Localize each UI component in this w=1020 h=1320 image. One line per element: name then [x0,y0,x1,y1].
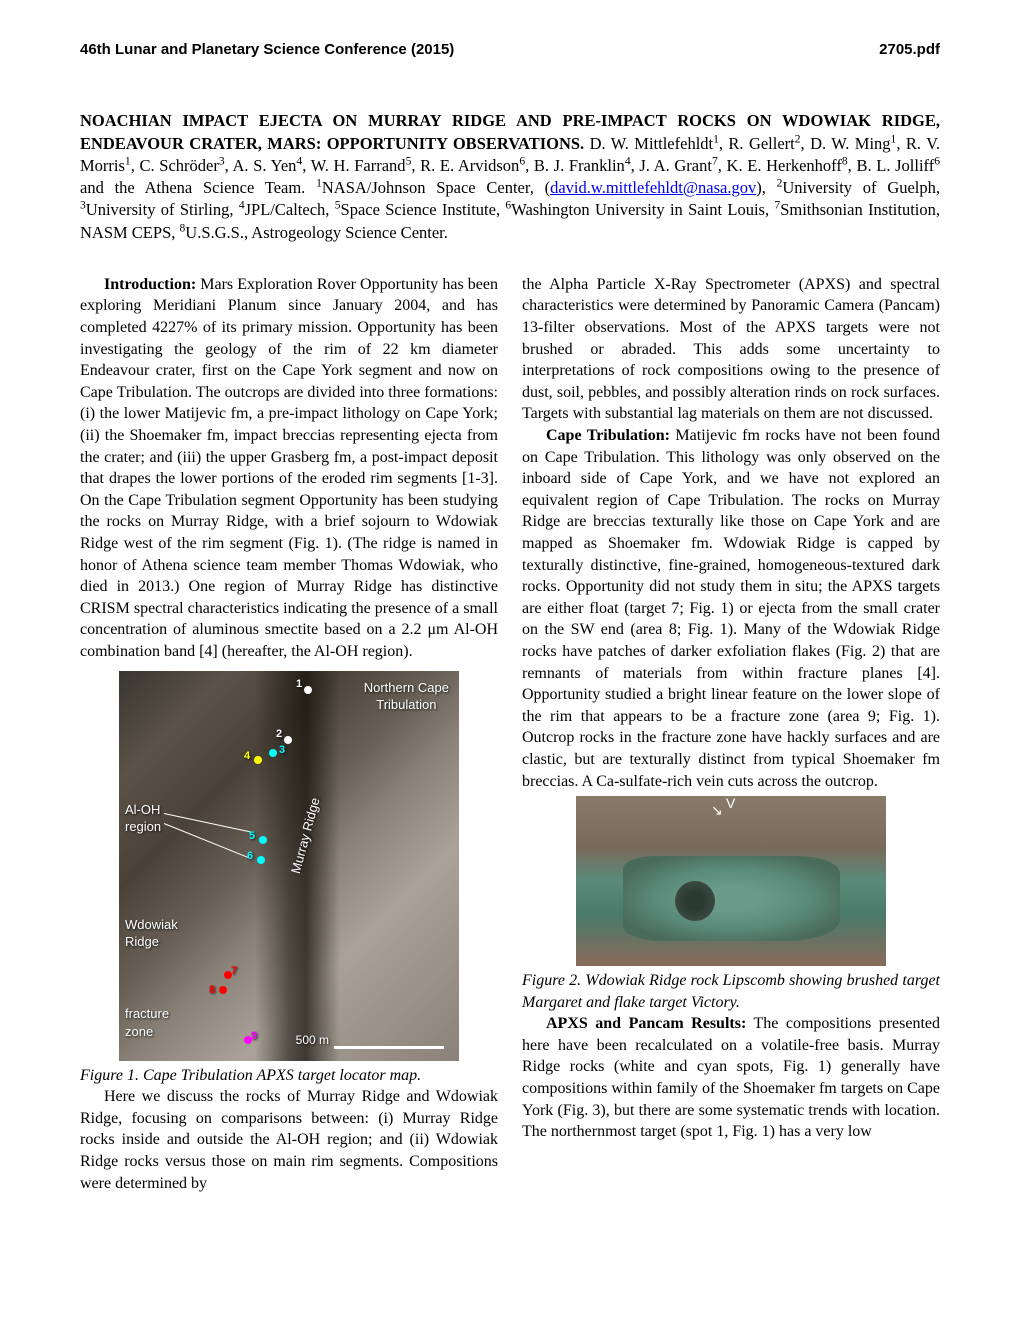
fig1-dot-6 [257,856,265,864]
intro-heading: Introduction: [104,276,196,293]
figure-2-image: V ↘ [576,796,886,966]
col1-para2: Here we discuss the rocks of Murray Ridg… [80,1086,498,1194]
fig2-arrow-icon: ↘ [711,801,723,820]
fig2-v-label: V [726,796,735,813]
apxs-text: The compositions presented here have bee… [522,1015,940,1140]
fig1-label-fracture: fracturezone [125,1005,169,1040]
left-column: Introduction: Mars Exploration Rover Opp… [80,274,498,1194]
fig1-scalebar [334,1046,444,1049]
cape-heading: Cape Tribulation: [546,427,670,444]
fig1-dot-5 [259,836,267,844]
two-column-layout: Introduction: Mars Exploration Rover Opp… [80,274,940,1194]
fig1-dot-2 [284,736,292,744]
fig1-dot-8 [219,986,227,994]
title-block: NOACHIAN IMPACT EJECTA ON MURRAY RIDGE A… [80,110,940,244]
fig1-label-aloh: Al-OHregion [125,801,161,836]
figure-1-caption: Figure 1. Cape Tribulation APXS target l… [80,1065,498,1087]
fig1-dot-4 [254,756,262,764]
fig1-dot-1 [304,686,312,694]
apxs-paragraph: APXS and Pancam Results: The composition… [522,1013,940,1143]
figure-1-image: Northern CapeTribulation Al-OHregion Mur… [119,671,459,1061]
right-column: the Alpha Particle X-Ray Spectrometer (A… [522,274,940,1194]
cape-text: Matijevic fm rocks have not been found o… [522,427,940,790]
apxs-heading: APXS and Pancam Results: [546,1015,746,1032]
figure-2-caption: Figure 2. Wdowiak Ridge rock Lipscomb sh… [522,970,940,1013]
fig1-label-wdowiak: WdowiakRidge [125,916,178,951]
fig1-scale-label: 500 m [296,1032,329,1048]
conference-name: 46th Lunar and Planetary Science Confere… [80,40,454,60]
figure-2: V ↘ [522,796,940,966]
fig1-label-northern-cape: Northern CapeTribulation [364,679,449,714]
col2-para1: the Alpha Particle X-Ray Spectrometer (A… [522,274,940,425]
figure-1: Northern CapeTribulation Al-OHregion Mur… [80,671,498,1061]
pdf-name: 2705.pdf [879,40,940,60]
intro-paragraph: Introduction: Mars Exploration Rover Opp… [80,274,498,663]
cape-paragraph: Cape Tribulation: Matijevic fm rocks hav… [522,425,940,792]
intro-text: Mars Exploration Rover Opportunity has b… [80,276,498,660]
fig1-dot-3 [269,749,277,757]
email-link[interactable]: david.w.mittlefehldt@nasa.gov [550,178,756,197]
page-header: 46th Lunar and Planetary Science Confere… [80,40,940,60]
